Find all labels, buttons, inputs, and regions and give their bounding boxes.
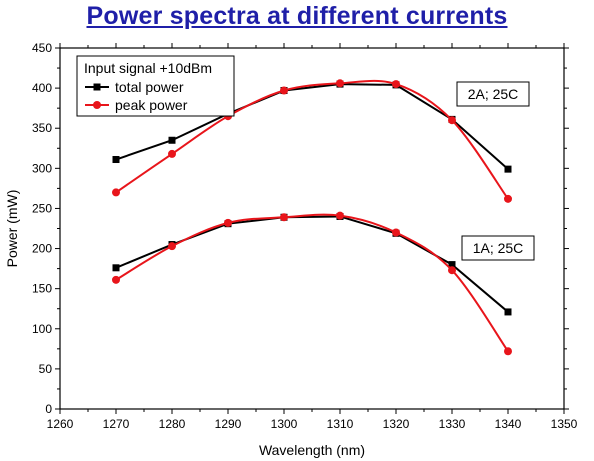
legend-marker	[93, 83, 101, 91]
x-tick-label: 1280	[159, 417, 186, 431]
y-tick-label: 350	[32, 121, 52, 135]
data-point-peak-power	[392, 228, 400, 237]
annotation-label: 1A; 25C	[473, 240, 524, 256]
y-tick-label: 300	[32, 161, 52, 175]
x-tick-label: 1340	[495, 417, 522, 431]
data-point-peak-power	[504, 194, 512, 203]
legend-entry: total power	[115, 79, 184, 95]
series-line-total-power-0	[115, 83, 509, 170]
y-tick-label: 400	[32, 81, 52, 95]
data-point-peak-power	[448, 116, 456, 125]
annotation-box	[461, 235, 535, 261]
x-tick-label: 1350	[551, 417, 578, 431]
data-point-peak-power	[168, 149, 176, 158]
y-tick-label: 150	[32, 282, 52, 296]
legend-title: Input signal +10dBm	[84, 60, 212, 76]
series-layer	[112, 79, 512, 356]
y-tick-label: 0	[45, 402, 52, 416]
data-point-peak-power	[392, 80, 400, 89]
x-tick-label: 1270	[103, 417, 130, 431]
data-point-peak-power	[336, 211, 344, 220]
y-tick-label: 450	[32, 41, 52, 55]
annotations: 2A; 25C 1A; 25C	[456, 81, 535, 261]
data-point-total-power	[504, 308, 512, 316]
x-axis-label: Wavelength (nm)	[259, 442, 365, 458]
y-tick-label: 50	[39, 362, 53, 376]
data-point-peak-power	[504, 347, 512, 356]
data-point-total-power	[448, 261, 456, 269]
legend: Input signal +10dBm total power peak power	[76, 55, 235, 117]
ticks-layer: 1260 1270 1280 1290 1300 1310 1320 1330 1340 1350…	[32, 41, 578, 431]
legend-marker	[93, 101, 101, 109]
chart-title: Power spectra at different currents	[86, 2, 508, 30]
data-point-peak-power	[280, 213, 288, 222]
data-point-peak-power	[448, 266, 456, 275]
x-tick-label: 1290	[215, 417, 242, 431]
data-point-peak-power	[112, 188, 120, 197]
data-point-peak-power	[168, 242, 176, 251]
data-point-peak-power	[112, 275, 120, 284]
x-tick-label: 1260	[47, 417, 74, 431]
legend-entry: peak power	[115, 97, 188, 113]
data-point-total-power	[112, 156, 120, 164]
annotation-box	[456, 81, 530, 107]
data-point-total-power	[112, 264, 120, 272]
y-axis-label: Power (mW)	[4, 190, 20, 268]
annotation-label: 2A; 25C	[468, 86, 519, 102]
y-tick-label: 100	[32, 322, 52, 336]
data-point-peak-power	[336, 79, 344, 88]
x-tick-label: 1330	[439, 417, 466, 431]
data-point-peak-power	[280, 86, 288, 95]
x-tick-label: 1310	[327, 417, 354, 431]
y-tick-label: 200	[32, 242, 52, 256]
y-tick-label: 250	[32, 201, 52, 215]
data-point-total-power	[504, 165, 512, 173]
x-tick-label: 1300	[271, 417, 298, 431]
data-point-peak-power	[224, 218, 232, 227]
x-tick-label: 1320	[383, 417, 410, 431]
series-line-peak-power-1	[115, 213, 509, 352]
data-point-total-power	[168, 136, 176, 144]
